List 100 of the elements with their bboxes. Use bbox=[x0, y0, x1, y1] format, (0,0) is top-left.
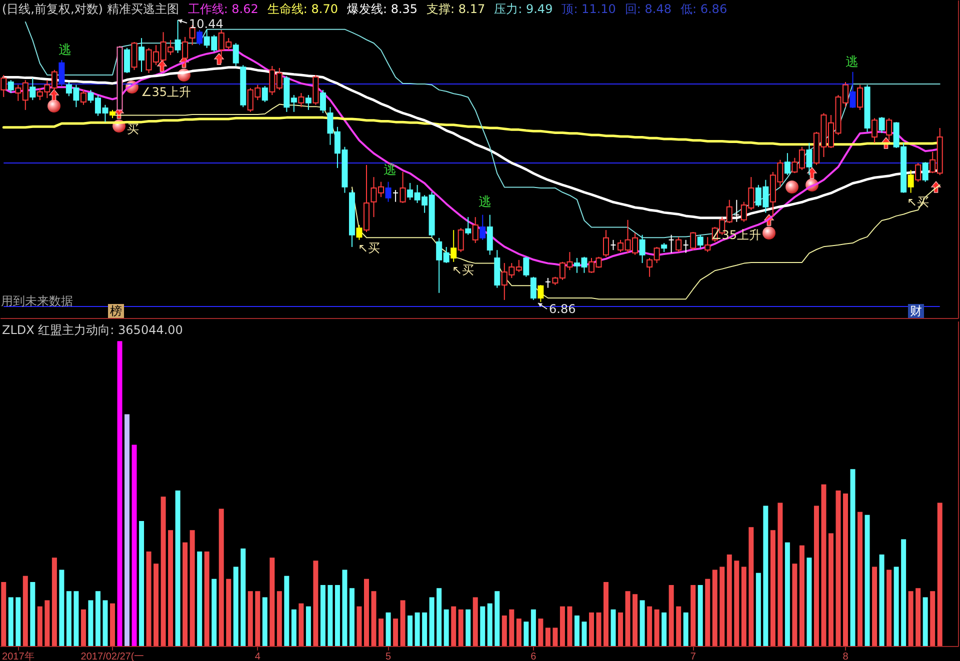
bar bbox=[698, 585, 703, 646]
bar bbox=[451, 606, 456, 646]
bar bbox=[858, 512, 863, 646]
bar bbox=[298, 603, 304, 646]
candlestick bbox=[908, 169, 914, 194]
bar bbox=[770, 530, 776, 646]
bar bbox=[291, 609, 296, 646]
x-tick-label: 6 bbox=[530, 652, 537, 661]
bar bbox=[364, 578, 370, 646]
candlestick bbox=[486, 214, 493, 256]
text: 顶: 11.10 bbox=[562, 2, 616, 16]
bar bbox=[334, 585, 340, 646]
bar bbox=[154, 564, 159, 646]
candlestick bbox=[232, 42, 239, 66]
candlestick bbox=[305, 94, 312, 110]
bar bbox=[356, 606, 362, 646]
bar bbox=[226, 578, 232, 646]
text: 爆发线: 8.35 bbox=[346, 2, 418, 16]
candlestick bbox=[392, 190, 399, 202]
bar bbox=[836, 490, 841, 646]
bar bbox=[720, 566, 725, 646]
bar bbox=[168, 530, 174, 646]
bar bbox=[821, 484, 826, 646]
candlestick bbox=[538, 284, 544, 302]
bar bbox=[574, 616, 580, 646]
bar bbox=[400, 600, 406, 646]
bar bbox=[778, 502, 783, 646]
text: 压力: 9.49 bbox=[494, 2, 553, 16]
candlestick bbox=[356, 224, 362, 240]
bar bbox=[102, 600, 108, 646]
candlestick bbox=[697, 234, 704, 249]
bar bbox=[922, 597, 928, 646]
bar bbox=[444, 609, 449, 646]
bar bbox=[197, 551, 202, 646]
bar bbox=[436, 588, 442, 646]
candlestick bbox=[639, 234, 646, 264]
x-tick-label: 2017年 bbox=[2, 650, 34, 661]
bar bbox=[886, 570, 892, 646]
annotation: 逃 bbox=[846, 55, 858, 70]
x-tick-label: 4 bbox=[254, 652, 261, 661]
candlestick bbox=[523, 256, 530, 278]
bar bbox=[625, 591, 630, 646]
candlestick bbox=[8, 80, 14, 94]
text: 工作线: 8.62 bbox=[188, 2, 258, 16]
bar bbox=[422, 612, 428, 646]
bar bbox=[276, 591, 282, 646]
bar bbox=[901, 539, 906, 646]
bar bbox=[313, 560, 318, 646]
bar bbox=[683, 612, 688, 646]
bar bbox=[756, 572, 761, 646]
bar bbox=[80, 609, 86, 646]
candlestick bbox=[806, 142, 812, 176]
candlestick bbox=[610, 239, 616, 251]
annotation: 逃 bbox=[384, 163, 396, 178]
bar bbox=[843, 494, 848, 646]
bar bbox=[190, 530, 195, 646]
candlestick bbox=[704, 236, 711, 253]
candlestick bbox=[465, 216, 472, 236]
bar bbox=[233, 566, 238, 646]
bar bbox=[524, 622, 529, 646]
bar bbox=[937, 502, 942, 646]
bar bbox=[647, 606, 652, 646]
bar bbox=[240, 548, 246, 646]
annotation: 逃 bbox=[58, 43, 72, 58]
candlestick bbox=[58, 60, 65, 86]
bar bbox=[828, 533, 834, 646]
candlestick bbox=[174, 20, 181, 54]
bar bbox=[393, 618, 398, 646]
candlestick bbox=[668, 234, 674, 254]
bar bbox=[408, 616, 413, 646]
candlestick bbox=[385, 181, 392, 202]
bar bbox=[458, 609, 464, 646]
bar bbox=[806, 558, 812, 646]
bar bbox=[545, 628, 550, 646]
bar bbox=[908, 591, 914, 646]
candlestick bbox=[262, 85, 268, 103]
bar bbox=[530, 609, 536, 646]
bar bbox=[320, 585, 326, 646]
bar bbox=[480, 606, 486, 646]
candlestick bbox=[922, 162, 928, 182]
bar bbox=[916, 588, 921, 646]
annotation: 10.44 bbox=[189, 17, 224, 31]
candlestick bbox=[530, 276, 536, 300]
bar bbox=[632, 594, 638, 646]
bar bbox=[386, 612, 391, 646]
candlestick bbox=[480, 214, 486, 240]
bar bbox=[59, 570, 64, 646]
candlestick bbox=[124, 47, 130, 74]
bar bbox=[662, 612, 667, 646]
bar bbox=[270, 558, 275, 646]
annotation: ↖买 bbox=[452, 263, 474, 277]
bar bbox=[16, 597, 21, 646]
bar bbox=[378, 618, 384, 646]
chart-title: (日线,前复权,对数) 精准买逃主图 bbox=[2, 2, 179, 16]
bar bbox=[894, 566, 899, 646]
x-tick-label: 8 bbox=[842, 652, 849, 661]
candlestick bbox=[676, 236, 682, 253]
bar bbox=[676, 606, 682, 646]
bar bbox=[328, 585, 333, 646]
bar bbox=[52, 558, 57, 646]
